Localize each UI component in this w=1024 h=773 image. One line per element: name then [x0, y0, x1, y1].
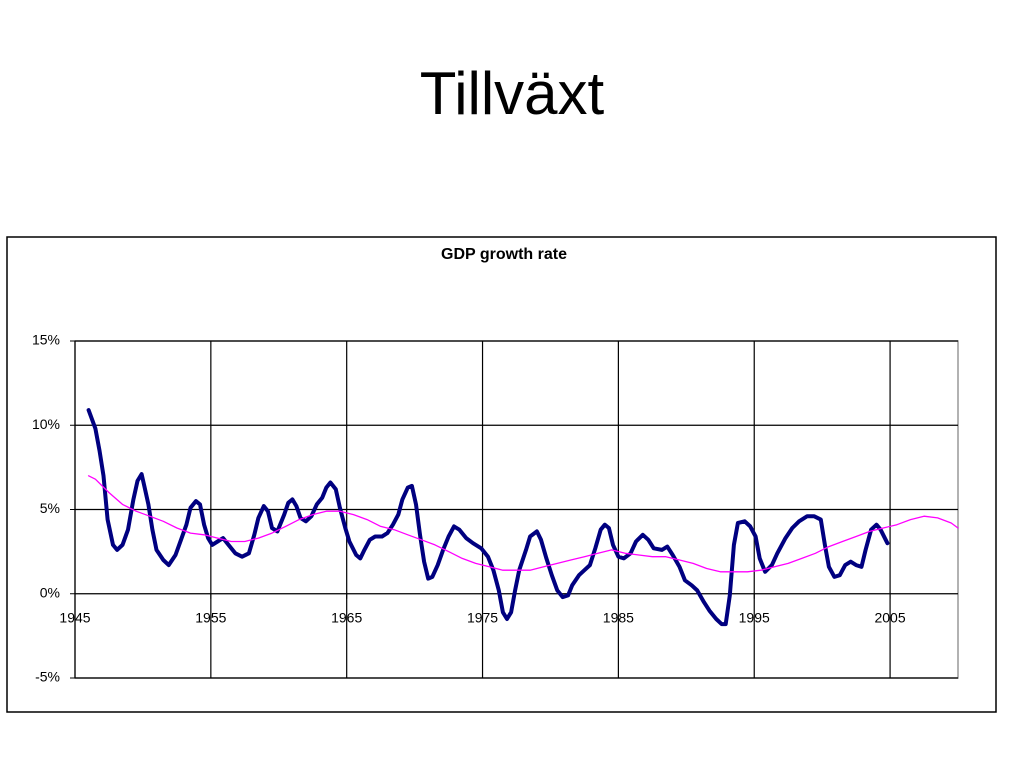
x-tick-label: 2005: [874, 609, 905, 625]
x-tick-label: 1985: [603, 609, 634, 625]
y-tick-label: -5%: [35, 669, 60, 685]
chart-title: GDP growth rate: [441, 246, 567, 263]
x-tick-label: 1945: [59, 609, 90, 625]
chart-frame: [6, 236, 997, 713]
x-tick-label: 1995: [739, 609, 770, 625]
x-tick-label: 1965: [331, 609, 362, 625]
series-line: [86, 408, 890, 627]
series-line: [87, 475, 959, 573]
y-tick-label: 10%: [32, 416, 60, 432]
slide-title: Tillväxt: [420, 60, 605, 127]
y-tick-label: 15%: [32, 332, 60, 348]
x-tick-label: 1955: [195, 609, 226, 625]
x-tick-label: 1975: [467, 609, 498, 625]
y-tick-label: 5%: [40, 500, 60, 516]
y-tick-label: 0%: [40, 584, 60, 600]
